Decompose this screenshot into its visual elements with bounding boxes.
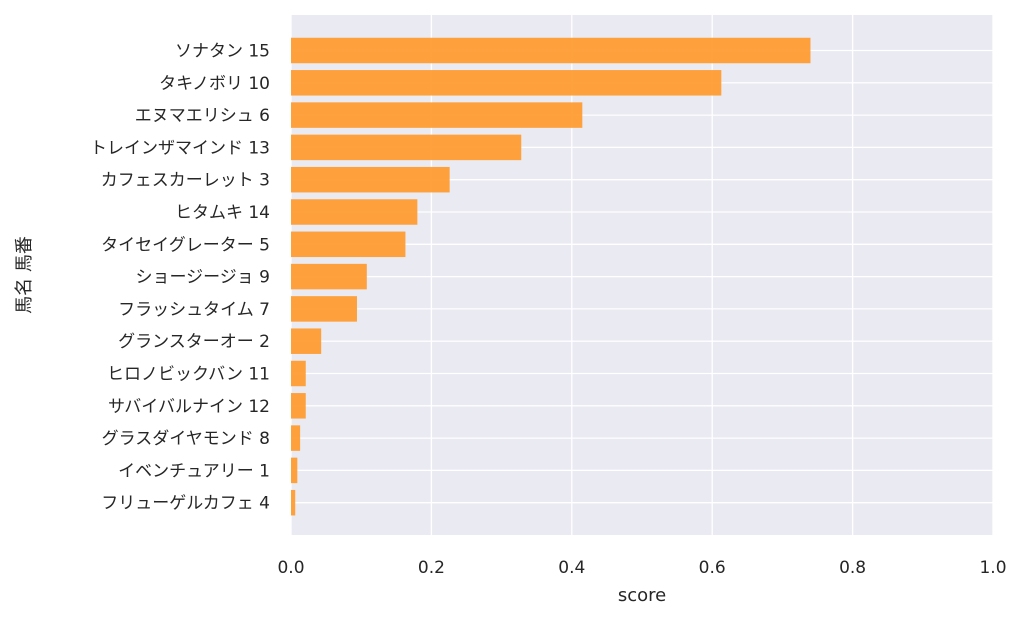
x-tick-label: 0.0: [277, 558, 304, 578]
y-tick-label: カフェスカーレット 3: [101, 171, 270, 191]
bar: [291, 166, 450, 193]
y-tick-label: グラスダイヤモンド 8: [102, 429, 270, 449]
y-tick-label: サバイバルナイン 12: [108, 397, 270, 417]
bar: [291, 102, 583, 128]
bars: [291, 37, 811, 516]
y-tick-label: タイセイグレーター 5: [101, 235, 270, 255]
x-tick-labels: 0.0 0.2 0.4 0.6 0.8 1.0: [277, 558, 1006, 578]
x-tick-label: 0.6: [699, 558, 726, 578]
bar: [291, 134, 522, 161]
y-tick-label: タキノボリ 10: [159, 74, 270, 94]
bar: [291, 393, 306, 419]
bar: [291, 328, 322, 354]
x-tick-label: 1.0: [979, 558, 1006, 578]
bar: [291, 263, 367, 290]
y-tick-label: フリューゲルカフェ 4: [101, 494, 270, 514]
y-tick-label: フラッシュタイム 7: [118, 300, 270, 320]
x-tick-label: 0.2: [418, 558, 445, 578]
y-tick-label: ショージージョ 9: [135, 268, 270, 288]
x-tick-label: 0.4: [558, 558, 585, 578]
bar: [291, 37, 811, 64]
plot-background: [291, 15, 993, 535]
bar: [291, 360, 306, 387]
y-axis-label: 馬名 馬番: [14, 236, 35, 314]
y-tick-label: グランスターオー 2: [118, 332, 270, 352]
bar: [291, 296, 357, 322]
y-tick-label: ヒロノビックバン 11: [107, 365, 270, 385]
bar: [291, 199, 418, 225]
x-axis-label: score: [618, 585, 666, 606]
bar: [291, 489, 296, 516]
x-tick-label: 0.8: [839, 558, 866, 578]
y-tick-label: ヒタムキ 14: [175, 203, 270, 223]
y-tick-label: トレインザマインド 13: [90, 138, 270, 158]
bar: [291, 457, 298, 484]
y-tick-label: ソナタン 15: [175, 42, 270, 62]
bar: [291, 425, 301, 451]
bar: [291, 70, 722, 96]
y-tick-labels: ソナタン 15 タキノボリ 10 エヌマエリシュ 6 トレインザマインド 13 カフェス…: [90, 42, 270, 514]
y-tick-label: イベンチュアリー 1: [118, 461, 270, 481]
bar: [291, 231, 406, 258]
y-tick-label: エヌマエリシュ 6: [135, 106, 270, 126]
